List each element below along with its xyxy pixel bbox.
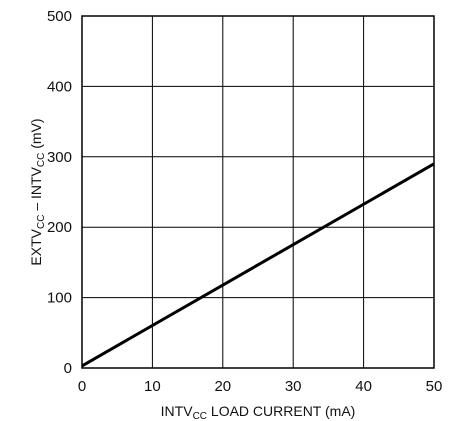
y-tick-label: 100 [47,290,72,307]
y-tick-label: 500 [47,8,72,25]
plot-frame [81,15,435,369]
series-group [81,162,435,368]
y-axis-label: EXTVCC – INTVCC (mV) [28,118,47,265]
y-tick-labels: 0 100 200 300 400 500 [47,8,72,377]
x-tick-label: 40 [355,378,372,395]
x-tick-label: 20 [214,378,231,395]
x-tick-labels: 0 10 20 30 40 50 [78,378,443,395]
y-tick-label: 400 [47,78,72,95]
x-tick-label: 30 [285,378,302,395]
grid [82,16,434,368]
y-tick-label: 300 [47,149,72,166]
y-tick-label: 200 [47,219,72,236]
x-tick-label: 10 [144,378,161,395]
x-axis-label: INTVCC LOAD CURRENT (mA) [161,403,356,421]
series-line [81,162,435,368]
x-tick-label: 50 [426,378,443,395]
x-tick-label: 0 [78,378,86,395]
y-tick-label: 0 [64,360,72,377]
